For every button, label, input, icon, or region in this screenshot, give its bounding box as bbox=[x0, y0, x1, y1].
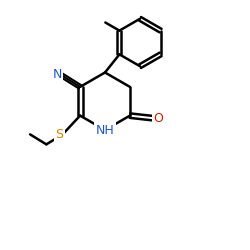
Text: S: S bbox=[56, 128, 64, 141]
Text: O: O bbox=[154, 112, 164, 125]
Text: N: N bbox=[52, 68, 62, 81]
Text: NH: NH bbox=[96, 124, 114, 136]
